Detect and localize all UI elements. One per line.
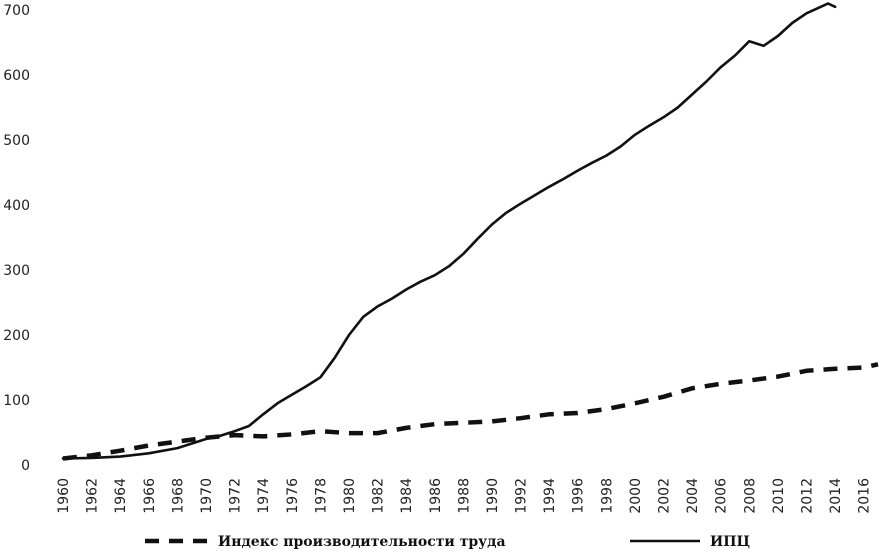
y-tick-label: 600 — [3, 68, 30, 84]
x-tick-label: 2010 — [771, 478, 787, 514]
x-tick-label: 2006 — [714, 478, 730, 514]
x-tick-label: 2002 — [657, 478, 673, 514]
x-tick-label: 1960 — [56, 478, 72, 514]
x-tick-label: 2004 — [685, 478, 701, 514]
y-tick-label: 500 — [3, 133, 30, 149]
x-tick-label: 1964 — [113, 478, 129, 514]
x-tick-label: 1996 — [571, 478, 587, 514]
x-tick-label: 1976 — [285, 478, 301, 514]
x-tick-label: 2014 — [828, 478, 844, 514]
x-tick-label: 1978 — [313, 478, 329, 514]
x-tick-label: 1990 — [485, 478, 501, 514]
legend: Индекс производительности труда ИПЦ — [145, 534, 750, 550]
x-tick-label: 1980 — [342, 478, 358, 514]
x-tick-label: 2012 — [800, 478, 816, 514]
x-tick-label: 1962 — [85, 478, 101, 514]
x-tick-label: 2000 — [628, 478, 644, 514]
x-tick-label: 1982 — [371, 478, 387, 514]
x-tick-label: 2008 — [742, 478, 758, 514]
x-tick-label: 1994 — [542, 478, 558, 514]
x-tick-label: 1974 — [256, 478, 272, 514]
y-tick-label: 300 — [3, 263, 30, 279]
y-tick-label: 700 — [3, 3, 30, 19]
legend-label: Индекс производительности труда — [218, 534, 506, 550]
x-tick-label: 1984 — [399, 478, 415, 514]
x-tick-label: 1972 — [228, 478, 244, 514]
y-tick-label: 0 — [21, 458, 30, 474]
x-tick-label: 1968 — [170, 478, 186, 514]
x-tick-label: 1986 — [428, 478, 444, 514]
y-tick-label: 100 — [3, 393, 30, 409]
productivity-index-line — [62, 362, 879, 461]
x-tick-label: 1988 — [456, 478, 472, 514]
series-lines — [61, 2, 879, 461]
x-tick-label: 1970 — [199, 478, 215, 514]
x-tick-label: 1992 — [514, 478, 530, 514]
x-tick-label: 1966 — [142, 478, 158, 514]
y-tick-label: 400 — [3, 198, 30, 214]
x-tick-label: 2016 — [857, 478, 873, 514]
x-axis-tick-labels: 1960 1962 1964 1966 1968 1970 1972 1974 1976 1978… — [56, 478, 873, 514]
y-tick-label: 200 — [3, 328, 30, 344]
legend-label: ИПЦ — [710, 534, 750, 550]
y-axis-tick-labels: 0 100 200 300 400 500 600 700 — [3, 3, 30, 474]
x-tick-label: 1998 — [599, 478, 615, 514]
cpi-line — [61, 2, 837, 460]
